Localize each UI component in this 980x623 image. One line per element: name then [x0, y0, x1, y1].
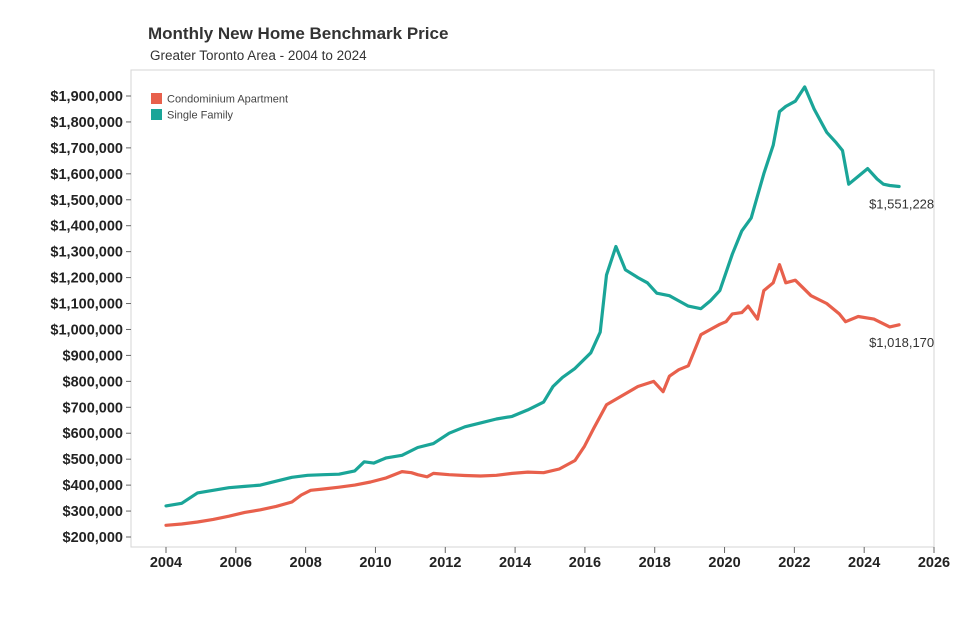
- y-tick-label: $600,000: [63, 426, 123, 442]
- y-tick-label: $1,400,000: [50, 219, 123, 235]
- x-tick-label: 2016: [569, 555, 601, 571]
- x-tick-label: 2006: [220, 555, 252, 571]
- x-tick-label: 2008: [290, 555, 322, 571]
- x-tick-label: 2020: [708, 555, 740, 571]
- chart-subtitle: Greater Toronto Area - 2004 to 2024: [150, 48, 367, 63]
- series-lines: [164, 85, 901, 527]
- x-tick-label: 2026: [918, 555, 950, 571]
- y-tick-label: $500,000: [63, 452, 123, 468]
- y-tick-label: $400,000: [63, 478, 123, 494]
- plot-area-frame: [130, 69, 935, 548]
- y-axis: $200,000 $300,000 $400,000 $500,000 $600,000…: [50, 89, 131, 546]
- y-tick-label: $1,500,000: [50, 193, 123, 209]
- y-tick-label: $1,300,000: [50, 245, 123, 261]
- end-value-label: $1,018,170: [869, 335, 934, 350]
- end-value-label: $1,551,228: [869, 196, 934, 211]
- x-tick-label: 2010: [359, 555, 391, 571]
- y-tick-label: $1,700,000: [50, 141, 123, 157]
- y-tick-label: $1,000,000: [50, 322, 123, 338]
- end-labels: $1,018,170 $1,551,228: [869, 196, 934, 349]
- x-tick-label: 2022: [778, 555, 810, 571]
- y-tick-label: $1,900,000: [50, 89, 123, 105]
- x-tick-label: 2018: [639, 555, 671, 571]
- x-axis: 2004 2006 2008 2010 2012 2014 2016 2018 2020 2022…: [150, 547, 950, 571]
- x-tick-label: 2012: [429, 555, 461, 571]
- y-tick-label: $900,000: [63, 348, 123, 364]
- chart-title: Monthly New Home Benchmark Price: [148, 24, 449, 43]
- y-tick-label: $300,000: [63, 504, 123, 520]
- x-tick-label: 2014: [499, 555, 531, 571]
- y-tick-label: $800,000: [63, 374, 123, 390]
- x-tick-label: 2024: [848, 555, 880, 571]
- legend-swatch: [151, 109, 162, 120]
- y-tick-label: $1,800,000: [50, 115, 123, 131]
- y-tick-label: $1,600,000: [50, 167, 123, 183]
- y-tick-label: $1,200,000: [50, 271, 123, 287]
- y-tick-label: $200,000: [63, 530, 123, 546]
- series-line-condominium-apartment: [164, 263, 901, 527]
- legend-swatch: [151, 93, 162, 104]
- legend-label: Single Family: [167, 110, 234, 122]
- legend-label: Condominium Apartment: [167, 94, 288, 106]
- y-tick-label: $1,100,000: [50, 297, 123, 313]
- series-line-single-family: [164, 85, 901, 508]
- legend: Condominium Apartment Single Family: [151, 93, 288, 122]
- y-tick-label: $700,000: [63, 400, 123, 416]
- x-tick-label: 2004: [150, 555, 182, 571]
